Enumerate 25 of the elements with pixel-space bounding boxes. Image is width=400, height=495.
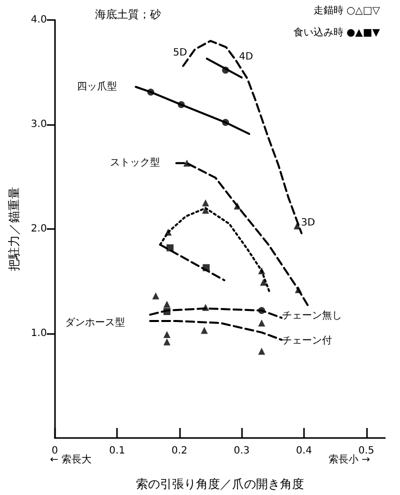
x-tick-label: 0.1 (109, 446, 126, 456)
annotation: 食い込み時 ●▲■▼ (293, 26, 380, 38)
y-tick-label: 3.0 (30, 119, 47, 130)
annotation: 3D (300, 218, 316, 228)
annotation: 四ッ爪型 (77, 80, 117, 92)
y-tick-label: 2.0 (30, 224, 47, 234)
annotation: 4D (238, 52, 254, 62)
x-tick-label: 0 (52, 446, 58, 456)
annotation: ダンホース型 (65, 316, 125, 328)
annotation: チェーン無し (282, 310, 342, 322)
chart-title: 海底土質；砂 (95, 8, 161, 21)
annotation: 5D (172, 48, 188, 58)
y-tick-label: 4.0 (30, 14, 47, 26)
x-tick-label: 0.5 (358, 446, 374, 456)
text: 走錨時 ○△□▽ (313, 4, 380, 16)
x-tick-label: 0.3 (234, 446, 250, 456)
annotation: チェーン付 (282, 336, 332, 346)
text: 索長小 → (328, 454, 370, 466)
text: ← 索長大 (50, 454, 92, 466)
y-axis-title: 把駐力／錨重量 (7, 187, 21, 271)
x-axis-title: 索の引張り角度／爪の開き角度 (136, 477, 304, 491)
annotation: ストック型 (110, 156, 160, 168)
x-tick-label: 0.4 (296, 446, 312, 456)
y-tick-label: 1.0 (30, 328, 47, 339)
x-tick-label: 0.2 (171, 446, 188, 456)
